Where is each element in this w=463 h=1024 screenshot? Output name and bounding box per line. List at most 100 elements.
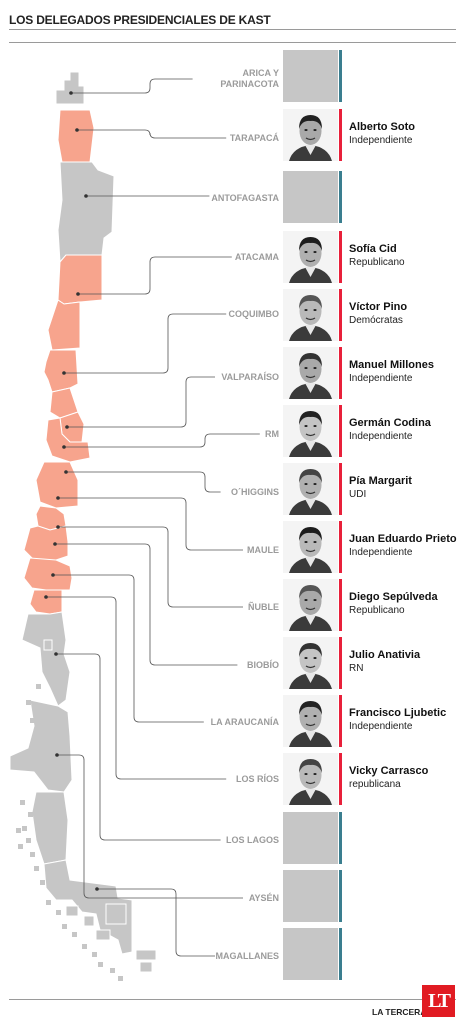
portrait-svg xyxy=(283,347,338,399)
delegate-name: Pía Margarit xyxy=(349,475,412,487)
map-region-coquimbo xyxy=(47,299,81,351)
map-region-antofagasta xyxy=(57,161,115,264)
region-label-ohiggins: O´HIGGINS xyxy=(230,486,279,497)
portrait-svg xyxy=(283,231,338,283)
delegate-name: Vicky Carrasco xyxy=(349,765,429,777)
map-islet xyxy=(40,736,45,741)
map-dot-valparaiso xyxy=(65,425,69,429)
map-dot-biobio xyxy=(53,542,57,546)
map-dot-araucania xyxy=(51,573,55,577)
delegate-name: Julio Anativia xyxy=(349,649,421,661)
delegate-photo-nuble xyxy=(283,579,342,631)
delegate-party: Independiente xyxy=(349,721,413,732)
accent-bar xyxy=(339,695,342,747)
portrait xyxy=(283,289,338,341)
accent-bar xyxy=(339,928,342,980)
title-rule xyxy=(9,42,456,43)
map-region-magallanes xyxy=(105,903,127,925)
accent-bar xyxy=(339,171,342,223)
delegate-info-biobio: Julio Anativia RN xyxy=(349,648,420,675)
delegate-photo-losrios xyxy=(283,753,342,805)
map-islet xyxy=(26,700,31,705)
connector-line-nuble xyxy=(58,526,243,608)
portrait xyxy=(283,347,338,399)
portrait xyxy=(283,753,338,805)
connector-line-ohiggins xyxy=(66,471,221,493)
map-region-aysen xyxy=(9,699,73,793)
map-region-loslagos xyxy=(43,639,53,651)
accent-bar xyxy=(339,812,342,864)
region-label-valparaiso: VALPARAÍSO xyxy=(221,371,279,382)
map-dot-arica xyxy=(69,91,73,95)
bottom-rule xyxy=(9,999,456,1000)
portrait xyxy=(283,695,338,747)
map-region-magallanes xyxy=(139,961,153,973)
map-islet xyxy=(22,826,27,831)
delegate-name: Víctor Pino xyxy=(349,301,408,313)
region-label-tarapaca: TARAPACÁ xyxy=(229,132,279,143)
map-islet xyxy=(20,800,25,805)
la-tercera-logo: LT xyxy=(422,985,455,1017)
delegate-info-rm: Germán Codina Independiente xyxy=(349,416,431,443)
map-dot-loslagos xyxy=(54,652,58,656)
map-islet xyxy=(30,852,35,857)
portrait-svg xyxy=(283,637,338,689)
map-islet xyxy=(16,828,21,833)
delegate-info-ohiggins: Pía Margarit UDI xyxy=(349,474,412,501)
region-label-antofagasta: ANTOFAGASTA xyxy=(211,192,279,203)
top-rule xyxy=(9,29,456,30)
map-dot-rm xyxy=(62,445,66,449)
delegate-info-nuble: Diego Sepúlveda Republicano xyxy=(349,590,438,617)
delegate-name: Germán Codina xyxy=(349,417,431,429)
delegate-photo-araucania xyxy=(283,695,342,747)
delegate-info-araucania: Francisco Ljubetic Independiente xyxy=(349,706,446,733)
connector-line-arica xyxy=(71,78,193,94)
empty-card-loslagos xyxy=(283,812,342,864)
connector-line-tarapaca xyxy=(77,129,227,139)
portrait-svg xyxy=(283,109,338,161)
delegate-info-atacama: Sofía Cid Republicano xyxy=(349,242,405,269)
connector-line-rm xyxy=(64,433,260,448)
map-dot-magallanes xyxy=(95,887,99,891)
portrait-svg xyxy=(283,521,338,573)
delegate-name: Manuel Millones xyxy=(349,359,434,371)
portrait xyxy=(283,637,338,689)
portrait-svg xyxy=(283,289,338,341)
delegate-info-tarapaca: Alberto Soto Independiente xyxy=(349,120,415,147)
accent-bar xyxy=(339,870,342,922)
connector-line-coquimbo xyxy=(64,313,227,374)
region-label-loslagos: LOS LAGOS xyxy=(225,834,279,845)
portrait xyxy=(283,463,338,515)
region-label-arica: ARICA Y PARINACOTA xyxy=(220,68,279,89)
connector-line-araucania xyxy=(53,574,204,723)
delegate-photo-coquimbo xyxy=(283,289,342,341)
map-dot-tarapaca xyxy=(75,128,79,132)
page-title: LOS DELEGADOS PRESIDENCIALES DE KAST xyxy=(9,13,271,27)
map-islet xyxy=(110,968,115,973)
connector-line-valparaiso xyxy=(67,376,215,428)
map-islet xyxy=(56,910,61,915)
accent-bar xyxy=(339,289,342,341)
delegate-name: Juan Eduardo Prieto xyxy=(349,533,457,545)
map-region-biobio xyxy=(23,525,69,561)
empty-card-aysen xyxy=(283,870,342,922)
map-islet xyxy=(46,900,51,905)
portrait-svg xyxy=(283,579,338,631)
map-region-loslagos xyxy=(21,611,71,707)
map-dot-atacama xyxy=(76,292,80,296)
region-label-losrios: LOS RÍOS xyxy=(235,773,279,784)
portrait xyxy=(283,405,338,457)
delegate-info-losrios: Vicky Carrasco republicana xyxy=(349,764,428,791)
map-region-magallanes xyxy=(65,905,79,917)
delegate-party: UDI xyxy=(349,489,367,500)
map-region-atacama xyxy=(57,254,103,305)
map-region-valparaiso xyxy=(43,349,79,393)
map-region-magallanes xyxy=(95,929,111,941)
empty-card-arica xyxy=(283,50,342,102)
connector-line-maule xyxy=(58,497,243,551)
region-label-rm: RM xyxy=(265,428,279,439)
map-region-tarapaca xyxy=(57,109,95,163)
delegate-info-coquimbo: Víctor Pino Demócratas xyxy=(349,300,407,327)
accent-bar xyxy=(339,753,342,805)
